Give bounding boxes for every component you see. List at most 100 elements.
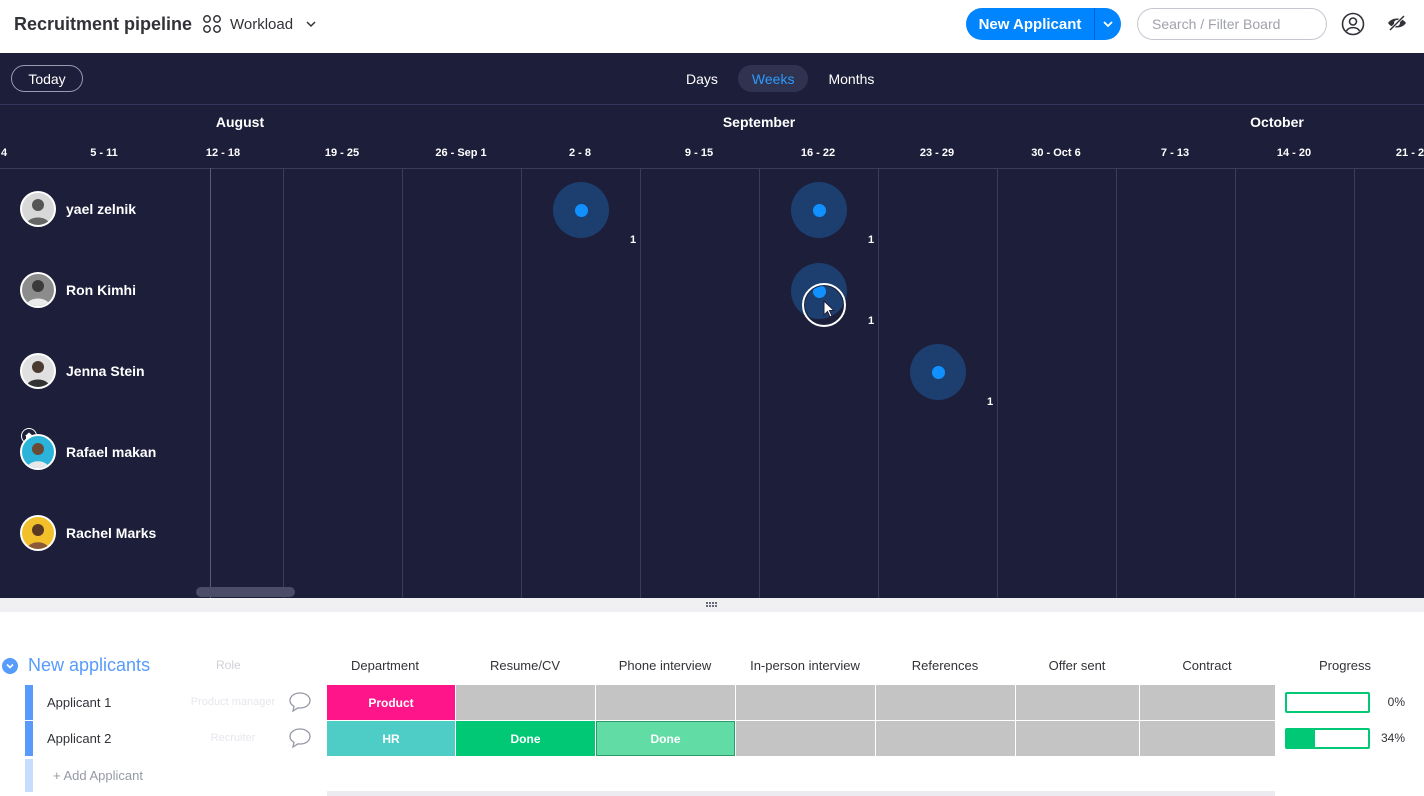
- month-label: October: [1250, 114, 1304, 130]
- scale-months[interactable]: Months: [828, 70, 875, 87]
- month-label: August: [215, 114, 265, 130]
- week-gridline: [640, 168, 641, 598]
- group-color-bar: [25, 685, 33, 720]
- group-collapse-icon[interactable]: [2, 658, 18, 674]
- add-applicant-label[interactable]: + Add Applicant: [53, 768, 143, 783]
- scale-weeks[interactable]: Weeks: [737, 65, 809, 92]
- week-gridline: [210, 168, 211, 598]
- group-title[interactable]: New applicants: [28, 655, 151, 675]
- week-label: 4: [0, 147, 8, 159]
- column-header-contract[interactable]: Contract: [1182, 658, 1232, 673]
- group-color-bar: [25, 721, 33, 756]
- horizontal-scrollbar[interactable]: [196, 587, 295, 597]
- department-cell[interactable]: Product: [327, 685, 455, 720]
- applicant-name[interactable]: Applicant 2: [47, 731, 112, 746]
- user-icon[interactable]: [1341, 12, 1365, 41]
- new-applicant-label: New Applicant: [978, 15, 1082, 33]
- week-label: 26 - Sep 1: [435, 147, 487, 159]
- progress-bar: [1285, 692, 1370, 713]
- cursor-highlight: [802, 283, 846, 327]
- progress-percent: 34%: [1380, 731, 1405, 745]
- pane-resize-handle[interactable]: [0, 598, 1424, 612]
- workload-count: 1: [630, 234, 637, 246]
- avatar: [20, 191, 56, 227]
- person-name: Ron Kimhi: [66, 282, 136, 298]
- applicant-role[interactable]: Product manager: [190, 696, 276, 708]
- resume-cell[interactable]: Done: [456, 721, 595, 756]
- week-label: 30 - Oct 6: [1031, 147, 1081, 159]
- week-label: 21 - 2: [1395, 147, 1424, 159]
- view-switcher[interactable]: Workload: [202, 14, 321, 34]
- new-applicant-dropdown-icon[interactable]: [1095, 17, 1121, 31]
- scale-days[interactable]: Days: [686, 70, 718, 87]
- progress-fill: [1287, 730, 1315, 747]
- week-label: 7 - 13: [1160, 147, 1190, 159]
- person-row[interactable]: Rachel Marks: [20, 515, 156, 551]
- header-divider: [0, 104, 1424, 105]
- phone-interview-cell[interactable]: Done: [596, 721, 735, 756]
- person-name: yael zelnik: [66, 201, 137, 217]
- comment-icon[interactable]: [288, 691, 312, 718]
- avatar: [20, 434, 56, 470]
- workload-bubble[interactable]: [910, 344, 966, 400]
- add-applicant-row[interactable]: + Add Applicant: [25, 759, 1275, 792]
- references-cell[interactable]: [876, 721, 1015, 756]
- person-row[interactable]: yael zelnik: [20, 191, 136, 227]
- mouse-pointer-icon: [823, 300, 836, 318]
- workload-bubble[interactable]: [791, 182, 847, 238]
- column-header-department[interactable]: Department: [351, 658, 419, 673]
- contract-cell[interactable]: [1140, 685, 1275, 720]
- time-scale-switcher: Days Weeks Months: [672, 65, 888, 92]
- column-header-offer-sent[interactable]: Offer sent: [1048, 658, 1106, 673]
- column-header-references[interactable]: References: [911, 658, 979, 673]
- offer-sent-cell[interactable]: [1016, 685, 1139, 720]
- person-row[interactable]: Rafael makan: [20, 434, 156, 470]
- grid-top-line: [0, 168, 1424, 169]
- table-row[interactable]: Applicant 1 Product manager: [25, 685, 327, 720]
- week-label: 5 - 11: [90, 147, 118, 159]
- workload-bubble[interactable]: [553, 182, 609, 238]
- department-cell[interactable]: HR: [327, 721, 455, 756]
- group-color-bar: [25, 759, 33, 792]
- applicant-name[interactable]: Applicant 1: [47, 695, 112, 710]
- resume-cell[interactable]: [456, 685, 595, 720]
- column-header-in-person-interview[interactable]: In-person interview: [750, 658, 860, 673]
- comment-icon[interactable]: [288, 727, 312, 754]
- week-label: 19 - 25: [324, 147, 360, 159]
- week-label: 14 - 20: [1276, 147, 1312, 159]
- button-divider: [1094, 8, 1095, 40]
- hide-eye-icon[interactable]: [1386, 13, 1408, 38]
- week-gridline: [878, 168, 879, 598]
- in-person-interview-cell[interactable]: [736, 721, 875, 756]
- contract-cell[interactable]: [1140, 721, 1275, 756]
- person-row[interactable]: Ron Kimhi: [20, 272, 136, 308]
- applicant-role[interactable]: Recruiter: [210, 732, 256, 744]
- search-input[interactable]: [1137, 8, 1327, 40]
- references-cell[interactable]: [876, 685, 1015, 720]
- table-footer-line: [327, 791, 1275, 796]
- week-label: 12 - 18: [205, 147, 241, 159]
- offer-sent-cell[interactable]: [1016, 721, 1139, 756]
- in-person-interview-cell[interactable]: [736, 685, 875, 720]
- week-label: 2 - 8: [568, 147, 592, 159]
- column-header-progress[interactable]: Progress: [1318, 658, 1372, 673]
- workload-dot: [574, 203, 588, 217]
- workload-count: 1: [868, 234, 875, 246]
- today-button[interactable]: Today: [11, 65, 83, 92]
- new-applicant-button[interactable]: New Applicant: [966, 8, 1121, 40]
- column-header-phone-interview[interactable]: Phone interview: [618, 658, 712, 673]
- week-gridline: [402, 168, 403, 598]
- workload-icon: [202, 14, 222, 34]
- progress-cell: 34%: [1275, 721, 1415, 756]
- workload-timeline: Today Days Weeks Months August September…: [0, 53, 1424, 598]
- person-row[interactable]: Jenna Stein: [20, 353, 145, 389]
- week-gridline: [521, 168, 522, 598]
- workload-count: 1: [987, 396, 994, 408]
- drag-handle-icon: [706, 602, 717, 607]
- phone-interview-cell[interactable]: [596, 685, 735, 720]
- column-header-resume[interactable]: Resume/CV: [489, 658, 561, 673]
- week-label: 23 - 29: [919, 147, 955, 159]
- column-header-role: Role: [216, 658, 241, 672]
- week-gridline: [1116, 168, 1117, 598]
- table-row[interactable]: Applicant 2 Recruiter: [25, 721, 327, 756]
